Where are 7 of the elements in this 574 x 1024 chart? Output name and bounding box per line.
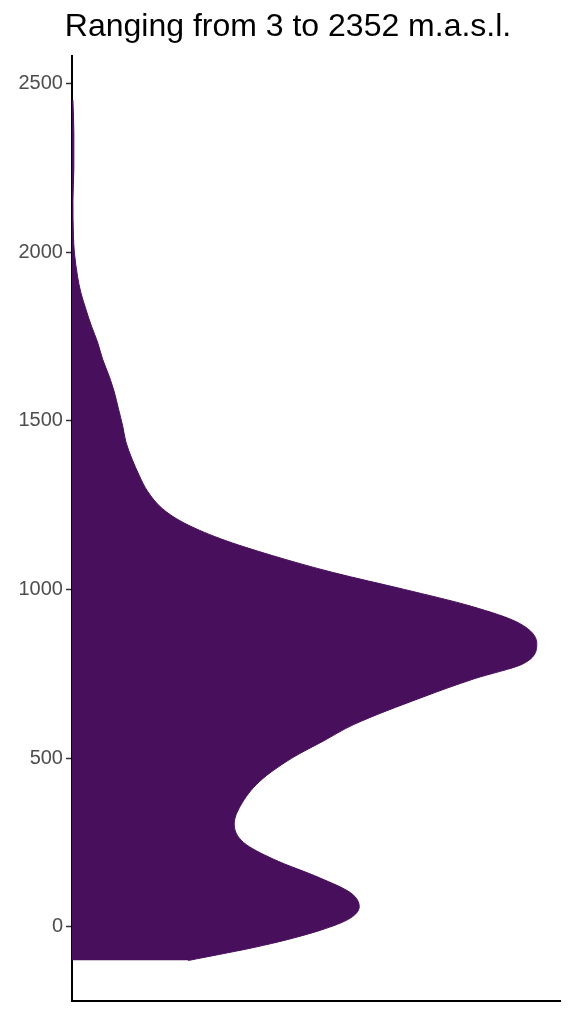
y-tick-label: 0: [51, 914, 63, 937]
y-tick-label: 500: [29, 745, 63, 768]
y-tick-label: 2500: [18, 70, 63, 93]
y-tick-label: 2000: [18, 239, 63, 262]
y-tick-label: 1500: [18, 408, 63, 431]
chart-title: Ranging from 3 to 2352 m.a.s.l.: [64, 7, 512, 44]
y-tick-label: 1000: [18, 576, 63, 599]
